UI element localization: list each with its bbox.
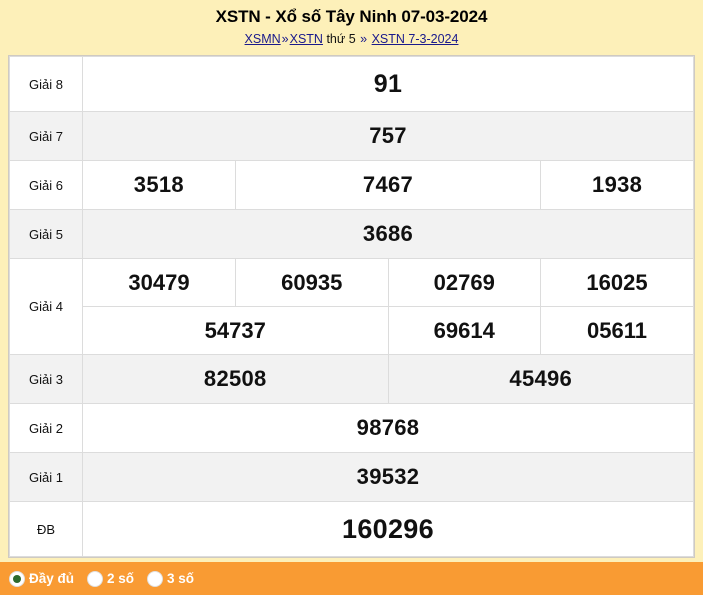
g4-subrow-2: 54737 69614 05611 bbox=[83, 306, 693, 354]
breadcrumb: XSMN»XSTN thứ 5 » XSTN 7-3-2024 bbox=[0, 31, 703, 47]
radio-label-full: Đầy đủ bbox=[29, 571, 75, 586]
table-row-g6: Giải 6 3518 7467 1938 bbox=[9, 160, 694, 210]
breadcrumb-weekday: thứ 5 bbox=[326, 32, 356, 46]
radio-label-2digit: 2 số bbox=[107, 571, 135, 586]
radio-option-3digit[interactable]: 3 số bbox=[147, 570, 195, 587]
prize-group-g4: 30479 60935 02769 16025 54737 69614 0561… bbox=[82, 258, 694, 355]
prize-value-g4-2: 60935 bbox=[235, 259, 389, 307]
prize-value-g3-1: 82508 bbox=[82, 354, 389, 404]
row-label-g2: Giải 2 bbox=[9, 403, 83, 453]
prize-value-g4-6: 69614 bbox=[387, 306, 541, 354]
row-label-g4: Giải 4 bbox=[9, 258, 83, 355]
radio-icon-3digit[interactable] bbox=[147, 570, 164, 587]
prize-value-g2-1: 98768 bbox=[82, 403, 694, 453]
row-label-db: ĐB bbox=[9, 501, 83, 557]
row-label-g6: Giải 6 bbox=[9, 160, 83, 210]
prize-value-db-1: 160296 bbox=[82, 501, 694, 557]
prize-value-g5-1: 3686 bbox=[82, 209, 694, 259]
row-label-g3: Giải 3 bbox=[9, 354, 83, 404]
prize-value-g7-1: 757 bbox=[82, 111, 694, 161]
prize-value-g1-1: 39532 bbox=[82, 452, 694, 502]
table-row-g4: Giải 4 30479 60935 02769 16025 54737 696… bbox=[9, 258, 694, 355]
table-row-g2: Giải 2 98768 bbox=[9, 403, 694, 453]
prize-value-g3-2: 45496 bbox=[387, 354, 694, 404]
g4-inner-grid: 30479 60935 02769 16025 54737 69614 0561… bbox=[83, 259, 693, 354]
table-row-g5: Giải 5 3686 bbox=[9, 209, 694, 259]
prize-value-g4-5: 54737 bbox=[83, 306, 389, 354]
breadcrumb-separator-2: » bbox=[360, 32, 368, 46]
prize-value-g4-7: 05611 bbox=[540, 306, 693, 354]
prize-value-g4-1: 30479 bbox=[83, 259, 236, 307]
breadcrumb-link-xsmn[interactable]: XSMN bbox=[244, 32, 281, 46]
prize-value-g4-3: 02769 bbox=[387, 259, 541, 307]
page-header: XSTN - Xổ số Tây Ninh 07-03-2024 XSMN»XS… bbox=[0, 0, 703, 47]
breadcrumb-separator-1: » bbox=[281, 32, 289, 46]
row-label-g1: Giải 1 bbox=[9, 452, 83, 502]
radio-label-3digit: 3 số bbox=[167, 571, 195, 586]
results-table: Giải 8 91 Giải 7 757 Giải 6 3518 7467 19… bbox=[9, 56, 694, 557]
prize-value-g6-3: 1938 bbox=[540, 160, 694, 210]
prize-value-g6-1: 3518 bbox=[82, 160, 236, 210]
row-label-g8: Giải 8 bbox=[9, 56, 83, 112]
table-row-db: ĐB 160296 bbox=[9, 501, 694, 557]
breadcrumb-link-date[interactable]: XSTN 7-3-2024 bbox=[371, 32, 459, 46]
radio-option-2digit[interactable]: 2 số bbox=[87, 570, 135, 587]
display-mode-bar: Đầy đủ 2 số 3 số bbox=[0, 562, 703, 595]
prize-value-g8-1: 91 bbox=[82, 56, 694, 112]
radio-icon-full[interactable] bbox=[9, 570, 25, 587]
page-title: XSTN - Xổ số Tây Ninh 07-03-2024 bbox=[215, 7, 488, 26]
breadcrumb-link-xstn[interactable]: XSTN bbox=[289, 32, 323, 46]
table-row-g8: Giải 8 91 bbox=[9, 56, 694, 112]
row-label-g7: Giải 7 bbox=[9, 111, 83, 161]
prize-value-g4-4: 16025 bbox=[540, 259, 693, 307]
table-row-g1: Giải 1 39532 bbox=[9, 452, 694, 502]
table-row-g3: Giải 3 82508 45496 bbox=[9, 354, 694, 404]
table-row-g7: Giải 7 757 bbox=[9, 111, 694, 161]
radio-option-full[interactable]: Đầy đủ bbox=[9, 570, 75, 587]
g4-subrow-1: 30479 60935 02769 16025 bbox=[83, 259, 693, 307]
results-table-container: Giải 8 91 Giải 7 757 Giải 6 3518 7467 19… bbox=[8, 55, 695, 558]
prize-value-g6-2: 7467 bbox=[234, 160, 542, 210]
radio-icon-2digit[interactable] bbox=[87, 570, 104, 587]
row-label-g5: Giải 5 bbox=[9, 209, 83, 259]
